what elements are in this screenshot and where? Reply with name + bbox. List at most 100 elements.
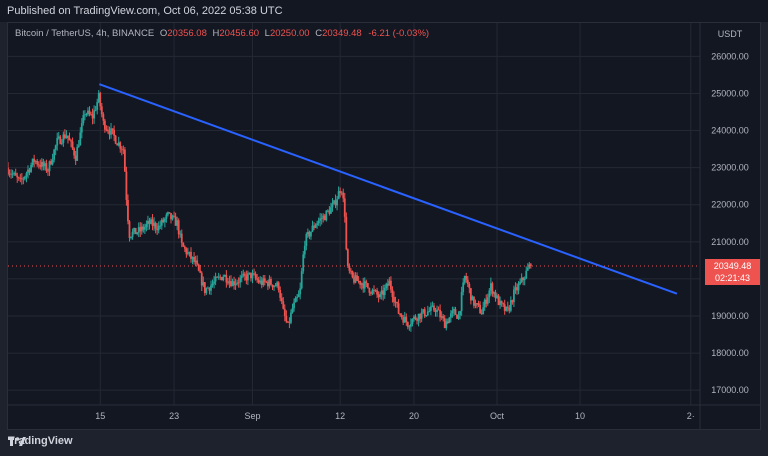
candle-body [73, 148, 76, 156]
time-axis: 15 23 Sep 12 20 Oct 10 2· [8, 404, 760, 421]
candle-body [199, 270, 202, 273]
last-price-value: 20349.48 [713, 260, 752, 271]
candle-body [485, 299, 488, 304]
open-label: O [159, 28, 168, 39]
candle-body [326, 210, 329, 212]
candle-body [514, 287, 517, 290]
candle-body [120, 148, 123, 150]
candle-body [282, 301, 285, 309]
candle-body [525, 270, 528, 279]
candle-body [25, 173, 28, 177]
time-tick-label: 2· [687, 411, 695, 421]
candle-body [310, 231, 312, 237]
candle-body [100, 106, 103, 115]
candle-body [210, 285, 212, 291]
candle-body [88, 110, 91, 115]
time-tick-label: 23 [169, 411, 179, 421]
candle-body [156, 228, 159, 231]
candle-body [140, 226, 143, 232]
candle-body [174, 216, 177, 226]
candle-body [436, 309, 438, 312]
candle-body [10, 173, 12, 175]
candle-body [165, 214, 168, 219]
candle-body [128, 221, 131, 238]
candle-body [102, 114, 105, 121]
candle-body [316, 223, 318, 226]
price-tick-label: 19000.00 [711, 311, 749, 321]
candle-body [348, 265, 351, 271]
candle-body [253, 273, 255, 275]
candle-body [265, 281, 268, 283]
candle-body [479, 304, 481, 314]
candle-body [502, 303, 505, 305]
candle-body [482, 307, 485, 315]
candle-body [453, 309, 455, 311]
candle-body [231, 281, 234, 287]
candlestick-chart[interactable]: USDT 26000.00 25000.00 24000.00 23000.00 2200… [8, 23, 761, 430]
candle-body [131, 231, 134, 237]
candle-body [474, 303, 477, 306]
candle-body [390, 280, 392, 290]
candle-body [328, 210, 331, 214]
candle-body [371, 289, 374, 294]
candle-body [194, 260, 197, 262]
candle-body [405, 316, 408, 323]
candle-body [417, 313, 420, 321]
candle-body [334, 200, 337, 206]
candle-body [413, 316, 415, 320]
candle-body [323, 215, 326, 221]
candle-body [183, 246, 186, 249]
price-tick-label: 18000.00 [711, 348, 749, 358]
candle-body [268, 278, 271, 287]
candle-body [151, 219, 154, 227]
candle-body [24, 176, 26, 179]
candle-body [428, 310, 431, 312]
candle-body [368, 287, 371, 293]
candle-body [439, 310, 442, 318]
candle-body [227, 282, 229, 284]
candle-body [19, 177, 22, 179]
candle-body [143, 227, 146, 230]
candle-body [471, 296, 474, 301]
candle-body [136, 232, 139, 235]
tradingview-brand[interactable]: TradingView [8, 435, 73, 447]
candle-body [388, 280, 391, 286]
candle-body [477, 303, 480, 305]
candle-body [528, 264, 531, 269]
candle-body [171, 215, 174, 220]
candle-body [434, 310, 437, 312]
candle-body [202, 282, 205, 286]
candle-body [437, 309, 440, 311]
candle-body [356, 275, 358, 281]
candle-body [357, 280, 360, 282]
candle-body [90, 114, 92, 116]
candle-body [71, 141, 74, 149]
candle-body [488, 290, 491, 298]
bar-countdown: 02:21:43 [714, 272, 751, 283]
time-tick-label: Sep [244, 411, 260, 421]
candle-body [486, 297, 489, 304]
price-axis: USDT 26000.00 25000.00 24000.00 23000.00 2200… [699, 23, 749, 429]
candle-body [185, 248, 188, 255]
candle-body [33, 158, 36, 162]
chart-frame[interactable]: USDT 26000.00 25000.00 24000.00 23000.00 2200… [7, 22, 761, 430]
candle-body [48, 161, 51, 172]
time-tick-label: 20 [409, 411, 419, 421]
candle-body [285, 316, 288, 322]
candle-body [157, 225, 160, 231]
candle-body [382, 290, 385, 296]
price-tick-label: 26000.00 [711, 51, 749, 61]
candle-body [302, 254, 305, 272]
candle-body [60, 142, 63, 144]
candle-body [311, 225, 314, 232]
candle-body [85, 114, 88, 115]
candle-body [293, 302, 295, 309]
candle-body [254, 274, 257, 279]
candle-body [308, 231, 311, 237]
candle-body [359, 280, 362, 285]
candle-body [376, 290, 378, 295]
candle-body [251, 273, 254, 279]
candle-body [113, 129, 116, 136]
candle-body [176, 220, 179, 226]
candle-body [305, 234, 308, 246]
